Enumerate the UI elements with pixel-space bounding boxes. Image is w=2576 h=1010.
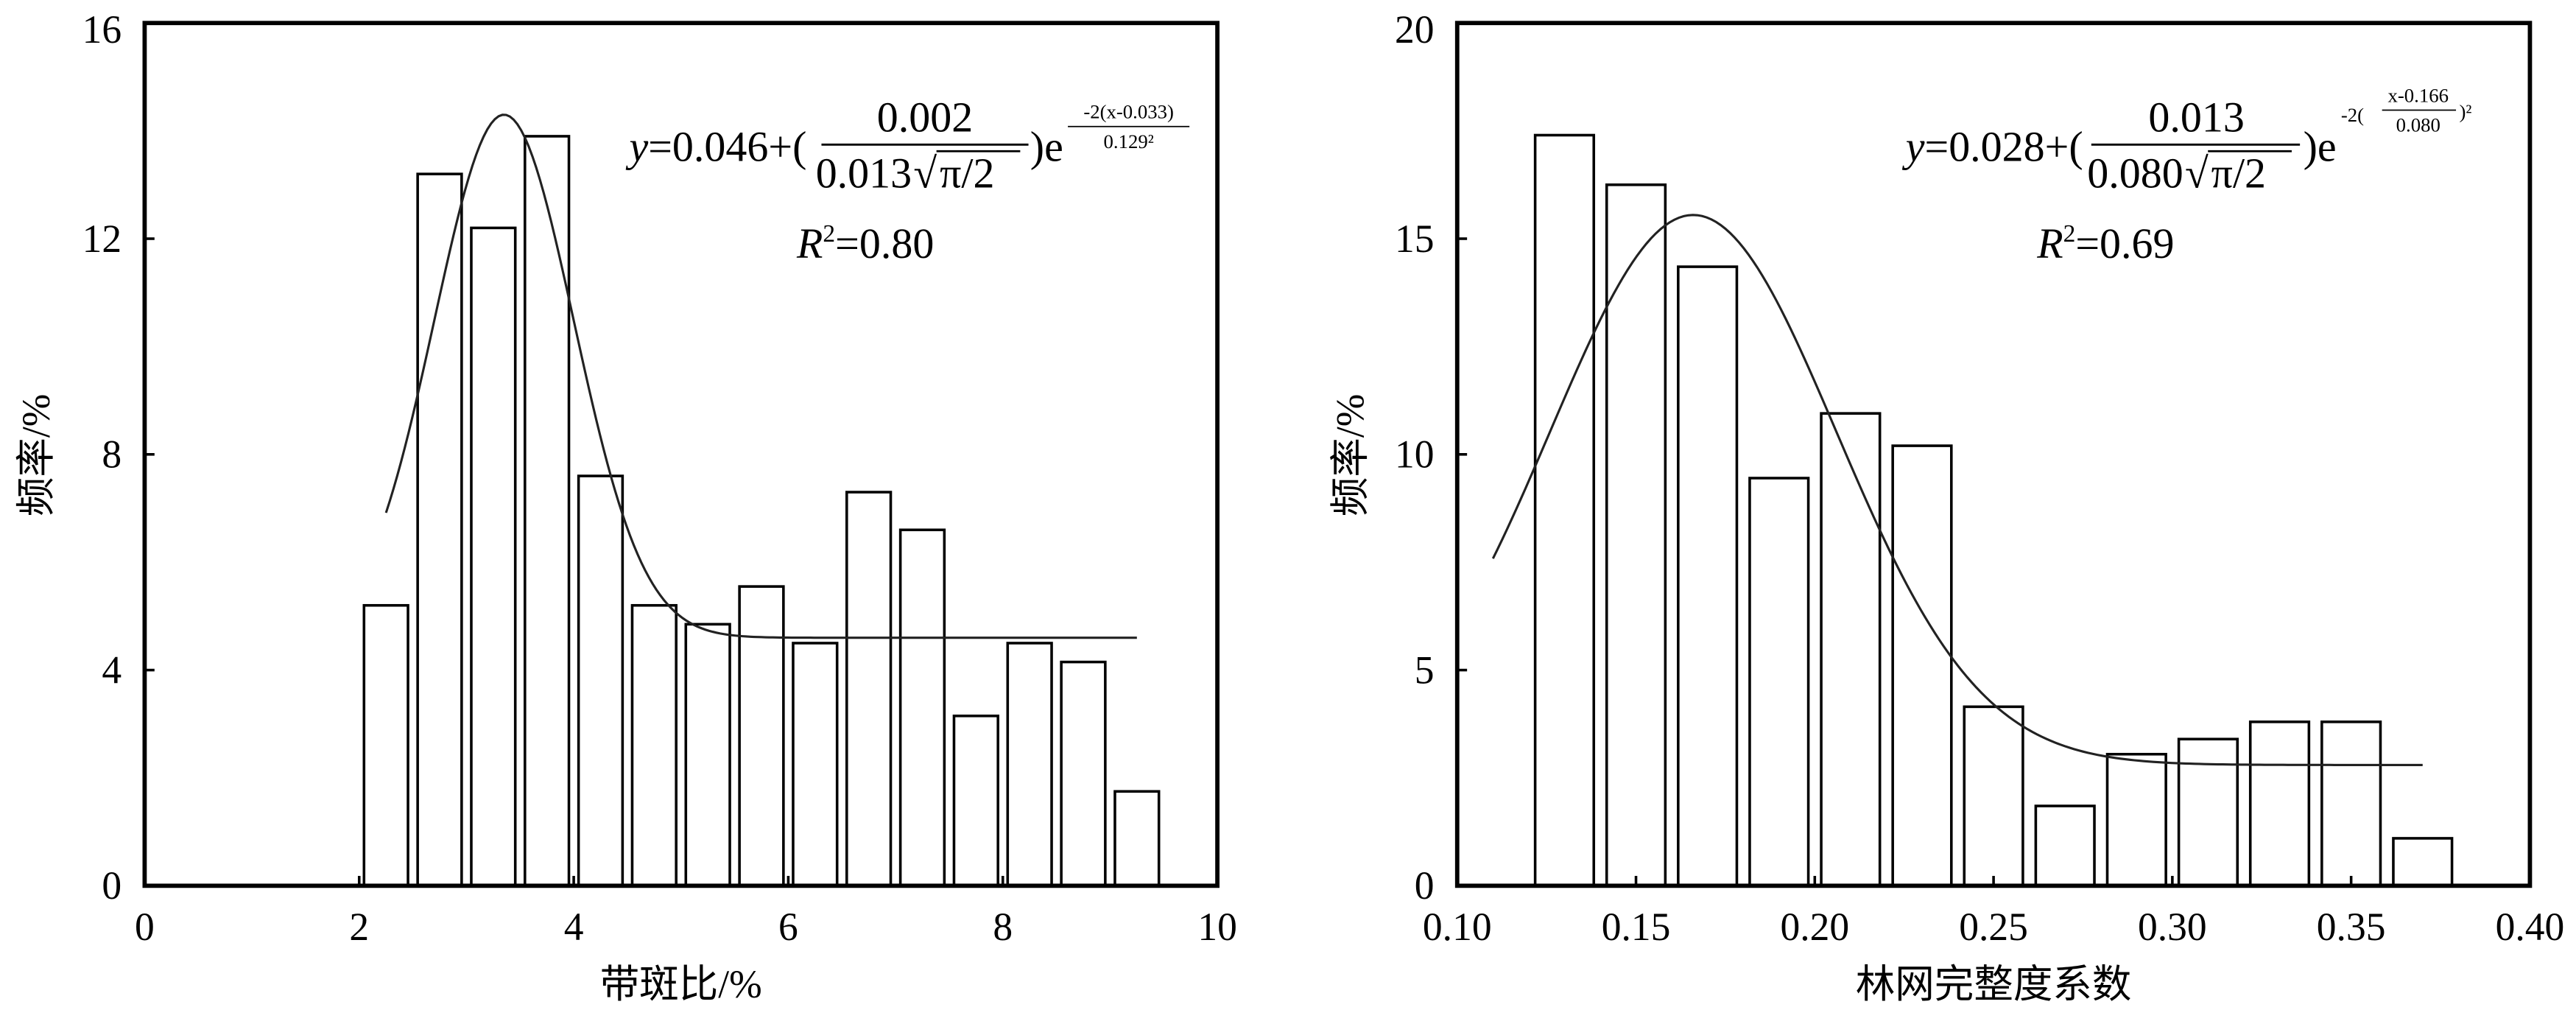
svg-text:R2=0.80: R2=0.80	[796, 220, 934, 267]
histogram-bar	[2105, 752, 2167, 888]
histogram-bar	[1006, 642, 1053, 888]
r2-value: =0.80	[835, 220, 934, 267]
eq-radical: π/2	[2211, 149, 2266, 197]
x-tick-label: 0	[135, 905, 155, 949]
histogram-bar	[792, 642, 839, 888]
y-axis-label: 频率/%	[14, 394, 58, 516]
histogram-bar	[1891, 444, 1953, 888]
x-tick-label: 2	[349, 905, 369, 949]
eq-suffix: )e	[2304, 123, 2337, 171]
y-tick-label: 15	[1395, 217, 1435, 261]
x-tick-label: 8	[993, 905, 1013, 949]
histogram-bar	[738, 585, 785, 888]
eq-denominator: 0.013	[816, 149, 912, 197]
x-tick-label: 0.20	[1780, 905, 1849, 949]
r2-value: =0.69	[2075, 220, 2174, 267]
eq-denominator: 0.080	[2087, 149, 2183, 197]
y-tick-label: 10	[1395, 432, 1435, 477]
histogram-bar	[630, 603, 678, 888]
histogram-bar	[898, 528, 946, 888]
eq-exp-prefix: -2(	[2341, 104, 2364, 126]
histogram-bar	[470, 226, 517, 888]
histogram-bar	[1677, 265, 1739, 888]
histogram-bar	[416, 172, 463, 888]
histogram-bar	[2034, 804, 2096, 888]
y-tick-label: 8	[102, 432, 122, 477]
histogram-bar	[845, 491, 893, 888]
eq-prefix: =0.028+(	[1925, 123, 2083, 171]
fit-curve	[384, 113, 1137, 639]
eq-exp-denominator: 0.129²	[1104, 130, 1154, 152]
eq-prefix: =0.046+(	[648, 123, 806, 171]
sqrt-icon: √	[2185, 149, 2209, 197]
eq-radical: π/2	[940, 149, 994, 197]
r2-sup: 2	[823, 220, 835, 248]
right-chart: 0.10 0.15 0.20 0.25 0.30 0.35 0.40 0 5 10 15 20 林网完整…	[1329, 7, 2565, 1006]
svg-text:y=0.028+(: y=0.028+(	[1902, 123, 2083, 171]
histogram-bar	[2320, 720, 2382, 888]
eq-exp-suffix: )²	[2460, 101, 2472, 123]
y-tick-label: 20	[1395, 7, 1435, 52]
right-fit-equation: y=0.028+( 0.013 0.080 √ π/2 )e -2( x-0.1…	[1902, 84, 2472, 267]
x-tick-label: 0.10	[1423, 905, 1492, 949]
x-tick-label: 6	[778, 905, 798, 949]
eq-lhs: y	[1902, 123, 1925, 171]
y-tick-label: 12	[82, 217, 122, 261]
histogram-bar	[362, 603, 409, 888]
eq-numerator: 0.013	[2148, 93, 2244, 141]
y-tick-label: 4	[102, 648, 122, 692]
left-chart: 0 2 4 6 8 10 0 4 8 12 16 带斑比/% 频率/%	[14, 7, 1237, 1006]
r2-sup: 2	[2063, 220, 2076, 248]
y-tick-label: 5	[1415, 648, 1435, 692]
histogram-bar	[1060, 660, 1107, 888]
eq-suffix: )e	[1030, 123, 1063, 171]
x-axis-label: 林网完整度系数	[1856, 962, 2132, 1006]
histogram-bar	[952, 715, 999, 888]
x-tick-label: 0.25	[1959, 905, 2028, 949]
histogram-bar	[1820, 412, 1882, 888]
r2-label: R	[2036, 220, 2063, 267]
svg-text:R2=0.69: R2=0.69	[2036, 220, 2174, 267]
histogram-bar	[1113, 790, 1161, 888]
x-tick-label: 0.15	[1602, 905, 1671, 949]
eq-exp-numerator: x-0.166	[2387, 84, 2448, 106]
y-tick-label: 0	[1415, 863, 1435, 908]
x-tick-label: 0.30	[2138, 905, 2207, 949]
eq-numerator: 0.002	[877, 93, 973, 141]
y-tick-label: 0	[102, 863, 122, 908]
left-fit-equation: y=0.046+( 0.002 0.013 √ π/2 )e -2(x-0.03…	[625, 93, 1190, 267]
x-axis-label: 带斑比/%	[600, 962, 762, 1006]
histogram-bar	[1963, 705, 2024, 888]
r2-label: R	[796, 220, 823, 267]
y-tick-label: 16	[82, 7, 122, 52]
eq-exp-denominator: 0.080	[2396, 113, 2440, 136]
fit-curve	[1491, 214, 2423, 766]
histogram-bar	[577, 474, 624, 888]
svg-text:y=0.046+(: y=0.046+(	[625, 123, 806, 171]
x-tick-label: 10	[1197, 905, 1237, 949]
histogram-bar	[2248, 720, 2311, 888]
x-tick-label: 4	[564, 905, 584, 949]
eq-exp-numerator: -2(x-0.033)	[1083, 101, 1174, 123]
histogram-bar	[1605, 183, 1667, 888]
sqrt-icon: √	[913, 149, 937, 197]
histogram-bar	[1533, 133, 1596, 888]
histogram-bar	[1748, 477, 1810, 888]
histogram-bar	[684, 623, 731, 888]
x-tick-label: 0.40	[2496, 905, 2565, 949]
y-axis-label: 频率/%	[1329, 394, 1373, 516]
histogram-bar	[524, 135, 571, 888]
histogram-bar	[2177, 737, 2239, 888]
eq-lhs: y	[625, 123, 648, 171]
histogram-bar	[2392, 837, 2454, 888]
x-tick-label: 0.35	[2317, 905, 2386, 949]
